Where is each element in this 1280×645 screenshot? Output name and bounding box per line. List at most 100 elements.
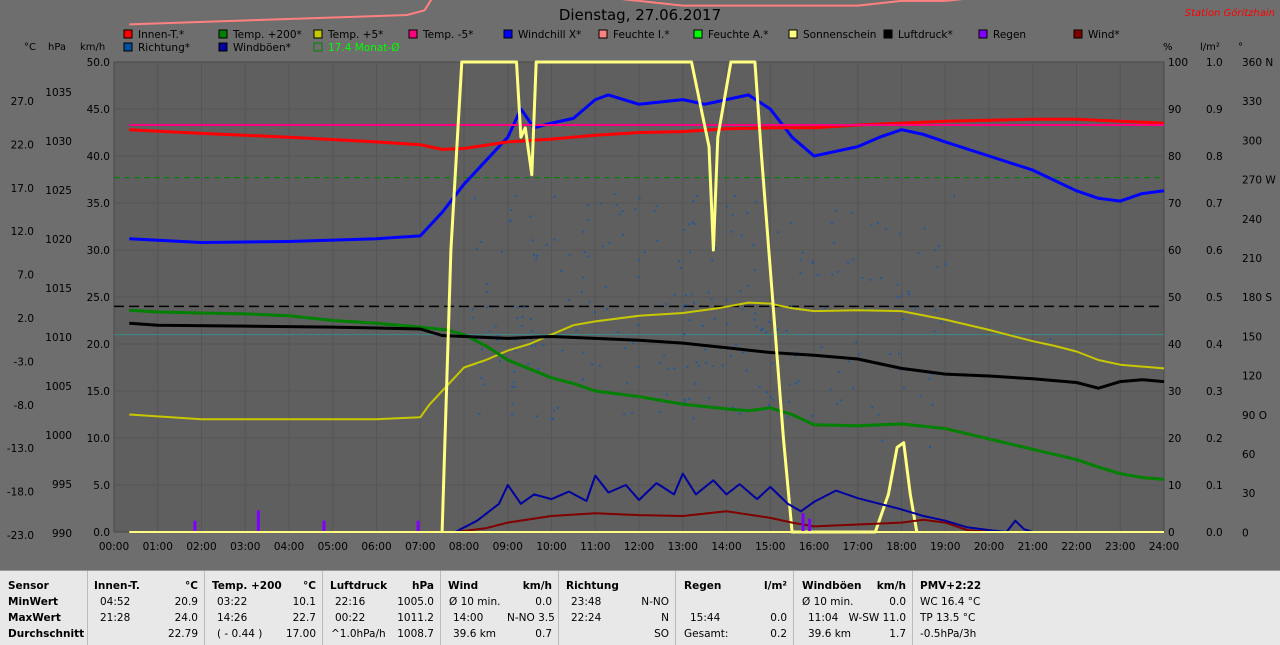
- direction-dot: [704, 361, 708, 364]
- direction-dot: [881, 439, 884, 442]
- tick-temp: 17.0: [11, 183, 34, 195]
- direction-dot: [686, 365, 689, 368]
- direction-dot: [760, 328, 763, 332]
- direction-dot: [485, 282, 489, 285]
- legend-swatch: [693, 29, 703, 39]
- direction-dot: [537, 367, 540, 370]
- direction-dot: [542, 343, 545, 347]
- legend-label: Feuchte I.*: [613, 29, 670, 41]
- direction-dot: [593, 311, 596, 314]
- direction-dot: [879, 276, 883, 280]
- direction-dot: [568, 253, 571, 257]
- tick-time: 09:00: [493, 541, 523, 553]
- tick-dir: 60: [1242, 449, 1255, 461]
- unit-pct: %: [1163, 42, 1173, 53]
- direction-dot: [852, 387, 855, 390]
- tick-kmh: 50.0: [87, 57, 110, 69]
- stats-col-gust: Windböen km/h Ø 10 min. 0.0 11:04 W-SW 1…: [794, 571, 913, 645]
- stats-cell: N-NO: [641, 596, 669, 608]
- direction-dot: [480, 348, 484, 351]
- stats-header-gust: Windböen: [802, 580, 862, 592]
- stats-cell: 22:24: [571, 612, 602, 624]
- rain-bar: [808, 518, 812, 532]
- direction-dot: [600, 202, 603, 205]
- direction-dot: [730, 355, 733, 358]
- stats-cell: 24.0: [174, 612, 198, 624]
- direction-dot: [604, 286, 607, 289]
- direction-dot: [741, 308, 744, 311]
- direction-dot: [552, 409, 556, 412]
- direction-dot: [630, 411, 633, 415]
- legend-swatch: [598, 29, 608, 39]
- direction-dot: [580, 290, 583, 293]
- series-line: [129, 308, 1165, 481]
- stats-col-temp: Temp. +200 °C 03:22 10.1 14:26 22.7 ( - …: [205, 571, 323, 645]
- direction-dot: [515, 317, 518, 320]
- chart-title: Dienstag, 27.06.2017: [559, 6, 721, 24]
- direction-dot: [485, 305, 488, 309]
- tick-dir: 120: [1242, 371, 1262, 383]
- direction-dot: [637, 323, 640, 327]
- tick-pct: 70: [1168, 198, 1181, 210]
- direction-dot: [606, 307, 609, 311]
- direction-dot: [907, 293, 911, 296]
- direction-dot: [840, 399, 843, 402]
- tick-time: 15:00: [755, 541, 785, 553]
- direction-dot: [638, 197, 641, 200]
- direction-dot: [701, 324, 704, 327]
- stats-cell: 21:28: [100, 612, 131, 624]
- direction-dot: [575, 329, 578, 332]
- direction-dot: [721, 364, 724, 367]
- tick-kmh: 25.0: [87, 292, 110, 304]
- direction-dot: [767, 403, 771, 407]
- stats-cell: N-NO 3.5: [507, 612, 555, 624]
- tick-hpa: 1035: [45, 87, 72, 99]
- tick-time: 02:00: [186, 541, 216, 553]
- stats-cell: 23:48: [571, 596, 602, 608]
- direction-dot: [847, 261, 850, 264]
- tick-temp: -23.0: [7, 530, 34, 542]
- direction-dot: [536, 415, 539, 418]
- direction-dot: [896, 296, 899, 299]
- direction-dot: [616, 330, 619, 334]
- legend-label: Wind*: [1088, 29, 1120, 41]
- direction-dot: [637, 259, 641, 262]
- direction-dot: [692, 199, 695, 203]
- direction-dot: [534, 344, 537, 347]
- direction-dot: [691, 293, 694, 296]
- tick-kmh: 40.0: [87, 151, 110, 163]
- legend-swatch: [408, 29, 418, 39]
- direction-dot: [936, 266, 939, 269]
- direction-dot: [615, 204, 618, 207]
- stats-unit-rain: l/m²: [764, 580, 787, 592]
- tick-kmh: 15.0: [87, 386, 110, 398]
- direction-dot: [683, 333, 686, 336]
- legend-label: Innen-T.*: [138, 29, 184, 41]
- direction-dot: [673, 293, 676, 297]
- legend-swatch: [883, 29, 893, 39]
- series-line: [129, 301, 1165, 421]
- direction-dot: [688, 318, 691, 322]
- direction-dot: [769, 395, 773, 398]
- stats-col-press: Luftdruck hPa 22:16 1005.0 00:22 1011.2 …: [323, 571, 441, 645]
- direction-dot: [754, 200, 757, 203]
- legend-swatch: [218, 42, 228, 52]
- direction-dot: [637, 275, 640, 279]
- stats-unit-press: hPa: [412, 580, 434, 592]
- legend-label: Feuchte A.*: [708, 29, 769, 41]
- stats-cell: 0.2: [770, 628, 787, 640]
- stats-cell: 0.7: [535, 628, 552, 640]
- tick-pct: 20: [1168, 433, 1181, 445]
- direction-dot: [753, 268, 757, 272]
- direction-dot: [527, 363, 530, 366]
- legend-label: Richtung*: [138, 42, 190, 54]
- series-line: [455, 510, 990, 533]
- direction-dot: [637, 365, 640, 369]
- direction-dot: [698, 364, 701, 368]
- direction-dot: [682, 228, 686, 232]
- tick-time: 22:00: [1061, 541, 1091, 553]
- direction-dot: [659, 410, 662, 414]
- tick-temp: 22.0: [11, 139, 34, 151]
- direction-dot: [824, 307, 827, 310]
- unit-temp: °C: [24, 42, 36, 53]
